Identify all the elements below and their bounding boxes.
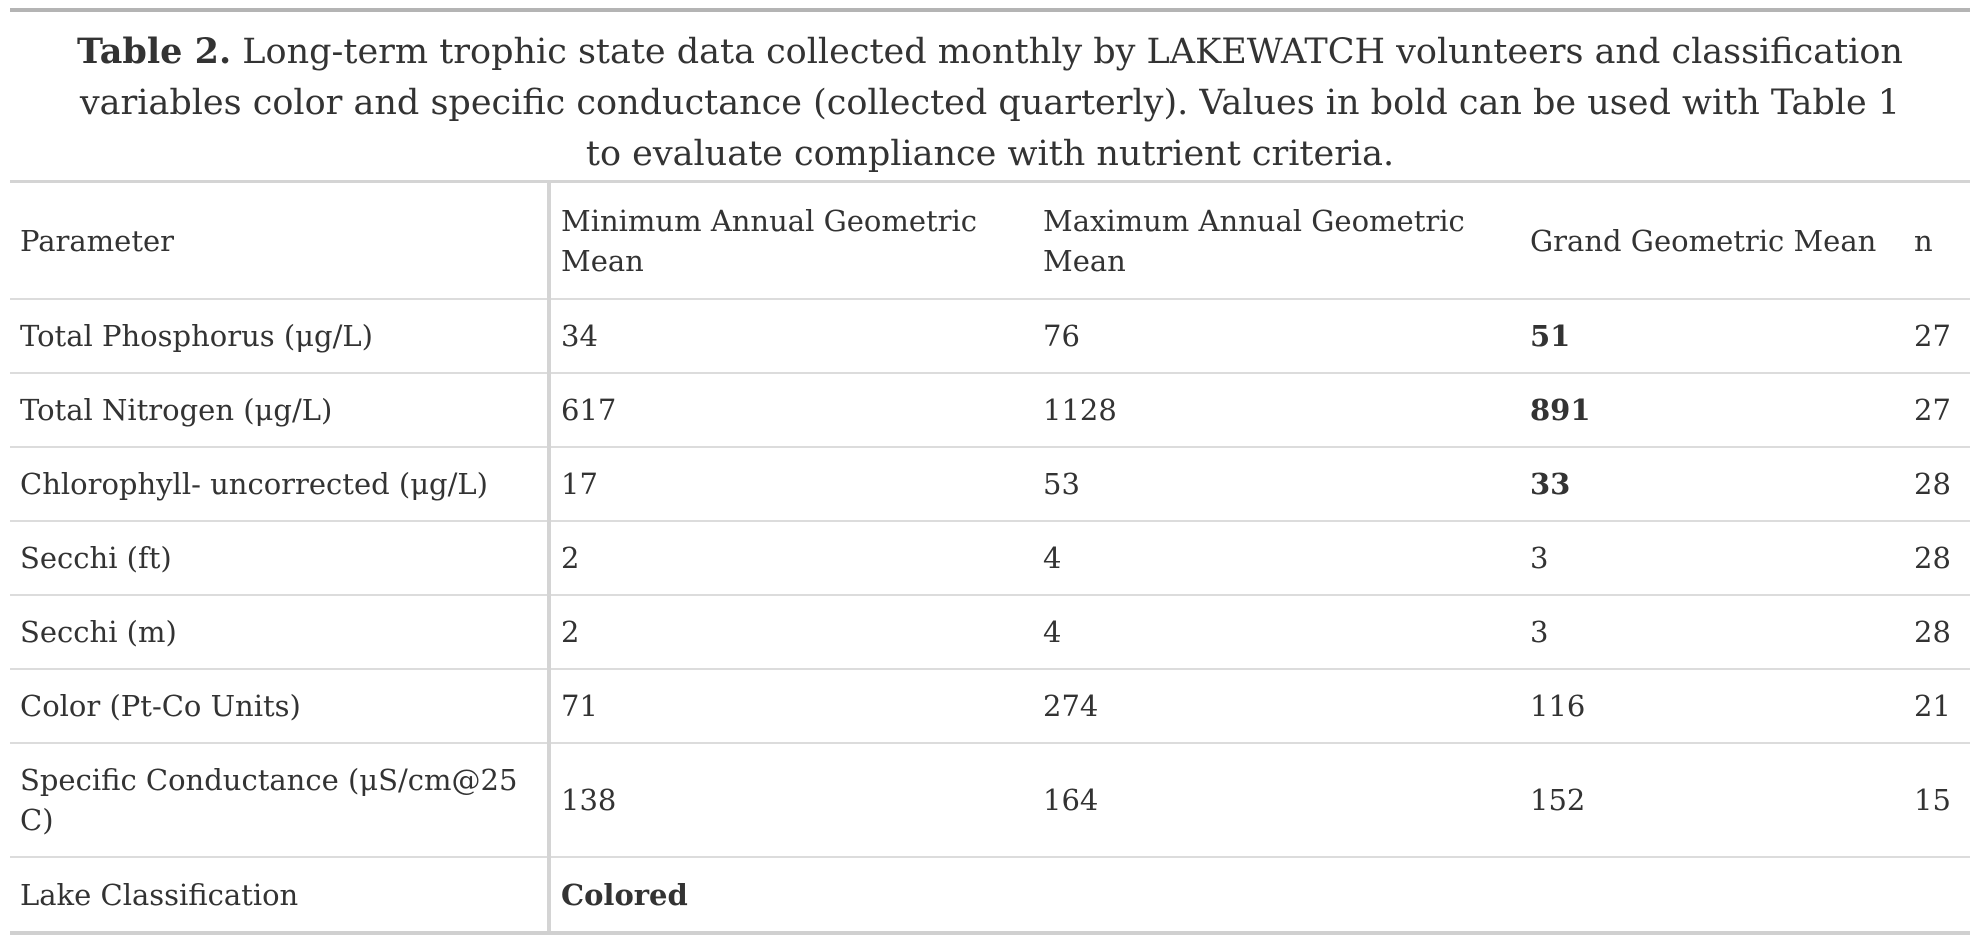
header-min-annual-geometric-mean: Minimum Annual Geometric Mean bbox=[549, 183, 1033, 300]
caption-text: Long-term trophic state data collected m… bbox=[79, 32, 1903, 174]
cell-empty bbox=[1033, 857, 1520, 931]
table-row-total-nitrogen: Total Nitrogen (μg/L) 617 1128 891 27 bbox=[10, 373, 1970, 448]
caption-label: Table 2. bbox=[77, 31, 232, 72]
cell-n: 28 bbox=[1904, 447, 1970, 522]
table-row-specific-conductance: Specific Conductance (μS/cm@25 C) 138 16… bbox=[10, 743, 1970, 858]
cell-grand: 3 bbox=[1520, 521, 1904, 596]
cell-parameter: Specific Conductance (μS/cm@25 C) bbox=[10, 743, 551, 858]
cell-n: 28 bbox=[1904, 521, 1970, 596]
cell-min: 17 bbox=[549, 447, 1033, 522]
trophic-state-table: Parameter Minimum Annual Geometric Mean … bbox=[10, 183, 1970, 931]
cell-min: 34 bbox=[549, 299, 1033, 374]
header-parameter: Parameter bbox=[10, 183, 551, 300]
cell-grand: 116 bbox=[1520, 669, 1904, 744]
cell-n: 21 bbox=[1904, 669, 1970, 744]
cell-max: 274 bbox=[1033, 669, 1520, 744]
cell-grand: 33 bbox=[1520, 447, 1904, 522]
cell-grand: 3 bbox=[1520, 595, 1904, 670]
cell-parameter: Total Nitrogen (μg/L) bbox=[10, 373, 551, 448]
header-max-annual-geometric-mean: Maximum Annual Geometric Mean bbox=[1033, 183, 1520, 300]
cell-min: 71 bbox=[549, 669, 1033, 744]
cell-grand: 152 bbox=[1520, 743, 1904, 858]
cell-min: 138 bbox=[549, 743, 1033, 858]
cell-min: 2 bbox=[549, 521, 1033, 596]
cell-min: 617 bbox=[549, 373, 1033, 448]
cell-parameter: Chlorophyll- uncorrected (μg/L) bbox=[10, 447, 551, 522]
table-row-secchi-ft: Secchi (ft) 2 4 3 28 bbox=[10, 521, 1970, 596]
cell-classification-label: Lake Classification bbox=[10, 857, 551, 931]
data-table-container: Table 2. Long-term trophic state data co… bbox=[10, 8, 1970, 935]
cell-grand: 51 bbox=[1520, 299, 1904, 374]
cell-n: 15 bbox=[1904, 743, 1970, 858]
cell-max: 4 bbox=[1033, 595, 1520, 670]
table-row-lake-classification: Lake Classification Colored bbox=[10, 857, 1970, 931]
cell-n: 27 bbox=[1904, 299, 1970, 374]
cell-grand: 891 bbox=[1520, 373, 1904, 448]
cell-parameter: Secchi (ft) bbox=[10, 521, 551, 596]
cell-max: 164 bbox=[1033, 743, 1520, 858]
cell-max: 53 bbox=[1033, 447, 1520, 522]
cell-empty bbox=[1904, 857, 1970, 931]
cell-parameter: Total Phosphorus (μg/L) bbox=[10, 299, 551, 374]
cell-max: 76 bbox=[1033, 299, 1520, 374]
table-row-chlorophyll: Chlorophyll- uncorrected (μg/L) 17 53 33… bbox=[10, 447, 1970, 522]
cell-parameter: Secchi (m) bbox=[10, 595, 551, 670]
cell-n: 28 bbox=[1904, 595, 1970, 670]
cell-min: 2 bbox=[549, 595, 1033, 670]
cell-max: 1128 bbox=[1033, 373, 1520, 448]
table-row-secchi-m: Secchi (m) 2 4 3 28 bbox=[10, 595, 1970, 670]
header-grand-geometric-mean: Grand Geometric Mean bbox=[1520, 183, 1904, 300]
cell-n: 27 bbox=[1904, 373, 1970, 448]
cell-max: 4 bbox=[1033, 521, 1520, 596]
cell-parameter: Color (Pt-Co Units) bbox=[10, 669, 551, 744]
table-row-total-phosphorus: Total Phosphorus (μg/L) 34 76 51 27 bbox=[10, 299, 1970, 374]
table-header-row: Parameter Minimum Annual Geometric Mean … bbox=[10, 183, 1970, 300]
cell-classification-value: Colored bbox=[561, 877, 688, 912]
table-caption: Table 2. Long-term trophic state data co… bbox=[10, 12, 1970, 183]
cell-empty bbox=[1520, 857, 1904, 931]
header-n: n bbox=[1904, 183, 1970, 300]
table-row-color: Color (Pt-Co Units) 71 274 116 21 bbox=[10, 669, 1970, 744]
